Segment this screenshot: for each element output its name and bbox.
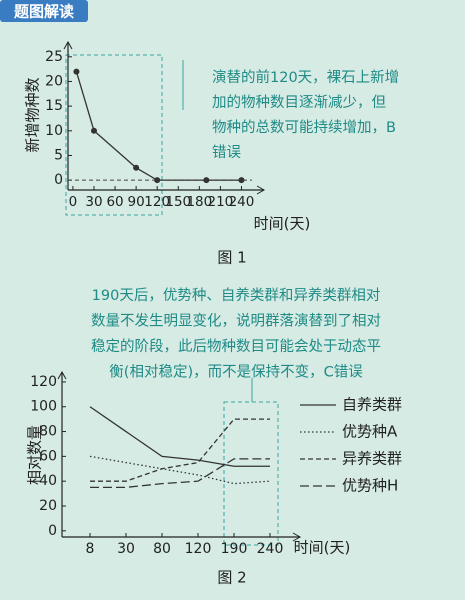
header-tag (0, 0, 88, 22)
annotation: 加的物种数目逐渐减少，但 (212, 94, 386, 111)
y-tick-label: 15 (45, 98, 63, 114)
point (90, 127, 97, 134)
series-line (89, 406, 270, 467)
highlight-box (223, 401, 279, 546)
annotation: 190天后，优势种、自养类群和异养类群相对 (92, 287, 381, 304)
x-axis-arrow (292, 532, 302, 542)
x-tick-label: 150 (165, 194, 191, 210)
y-tick-label: 20 (45, 73, 63, 89)
point (154, 177, 161, 184)
series-line (89, 455, 271, 485)
highlight-box (65, 54, 163, 216)
x-tick-label: 30 (85, 194, 102, 210)
y-tick-label: 5 (54, 147, 63, 163)
header: 题图解读 (14, 3, 74, 21)
y-axis-arrow (57, 370, 67, 380)
annotation: 数量不发生明显变化，说明群落演替到了相对 (91, 313, 381, 330)
x-axis-label: 时间(天) (254, 215, 311, 233)
annotation: 错误 (212, 144, 241, 161)
annotation: 稳定的阶段，此后物种数目可能会处于动态平 (91, 338, 381, 355)
caption: 图 1 (217, 249, 246, 267)
x-tick-label: 240 (229, 194, 255, 210)
x-axis-label: 时间(天) (294, 539, 351, 557)
annotation: 衡(相对稳定)，而不是保持不变，C错误 (109, 364, 363, 381)
y-tick-label: 0 (54, 172, 63, 188)
y-tick-label: 100 (30, 399, 57, 415)
y-axis-label: 新增物种数 (24, 77, 42, 152)
caption: 图 2 (217, 569, 246, 587)
line (75, 71, 242, 181)
y-tick-label: 80 (39, 424, 57, 440)
point (238, 177, 245, 184)
x-tick-label: 180 (186, 194, 212, 210)
y-tick-label: 25 (45, 49, 63, 65)
point (73, 68, 80, 75)
x-tick-label: 190 (221, 541, 248, 557)
y-axis-label: 相对数量 (26, 425, 44, 485)
y-tick-label: 60 (39, 448, 57, 464)
y-tick-label: 20 (39, 498, 57, 514)
y-axis-arrow (63, 40, 73, 50)
x-tick-label: 80 (153, 541, 171, 557)
x-axis-arrow (256, 185, 266, 195)
x-tick-label: 30 (117, 541, 135, 557)
x-tick-label: 90 (128, 194, 145, 210)
legend-label: 异养类群 (342, 450, 402, 468)
legend-label: 自养类群 (342, 396, 402, 414)
y-tick-label: 40 (39, 473, 57, 489)
x-tick-label: 210 (208, 194, 234, 210)
series-line (90, 458, 270, 489)
x-tick-label: 120 (185, 541, 212, 557)
x-tick-label: 240 (257, 541, 284, 557)
legend-label: 优势种A (342, 423, 398, 441)
x-tick-label: 8 (86, 541, 95, 557)
x-tick-label: 0 (69, 194, 78, 210)
x-tick-label: 120 (144, 194, 170, 210)
annotation: 物种的总数可能持续增加，B (212, 119, 396, 136)
annotation: 演替的前120天，裸石上新增 (212, 69, 399, 86)
point (203, 177, 210, 184)
point (133, 164, 140, 171)
y-tick-label: 120 (30, 374, 57, 390)
legend-label: 优势种H (342, 477, 398, 495)
x-tick-label: 60 (106, 194, 123, 210)
y-tick-label: 0 (48, 523, 57, 539)
y-tick-label: 10 (45, 123, 63, 139)
series-line (90, 418, 270, 482)
